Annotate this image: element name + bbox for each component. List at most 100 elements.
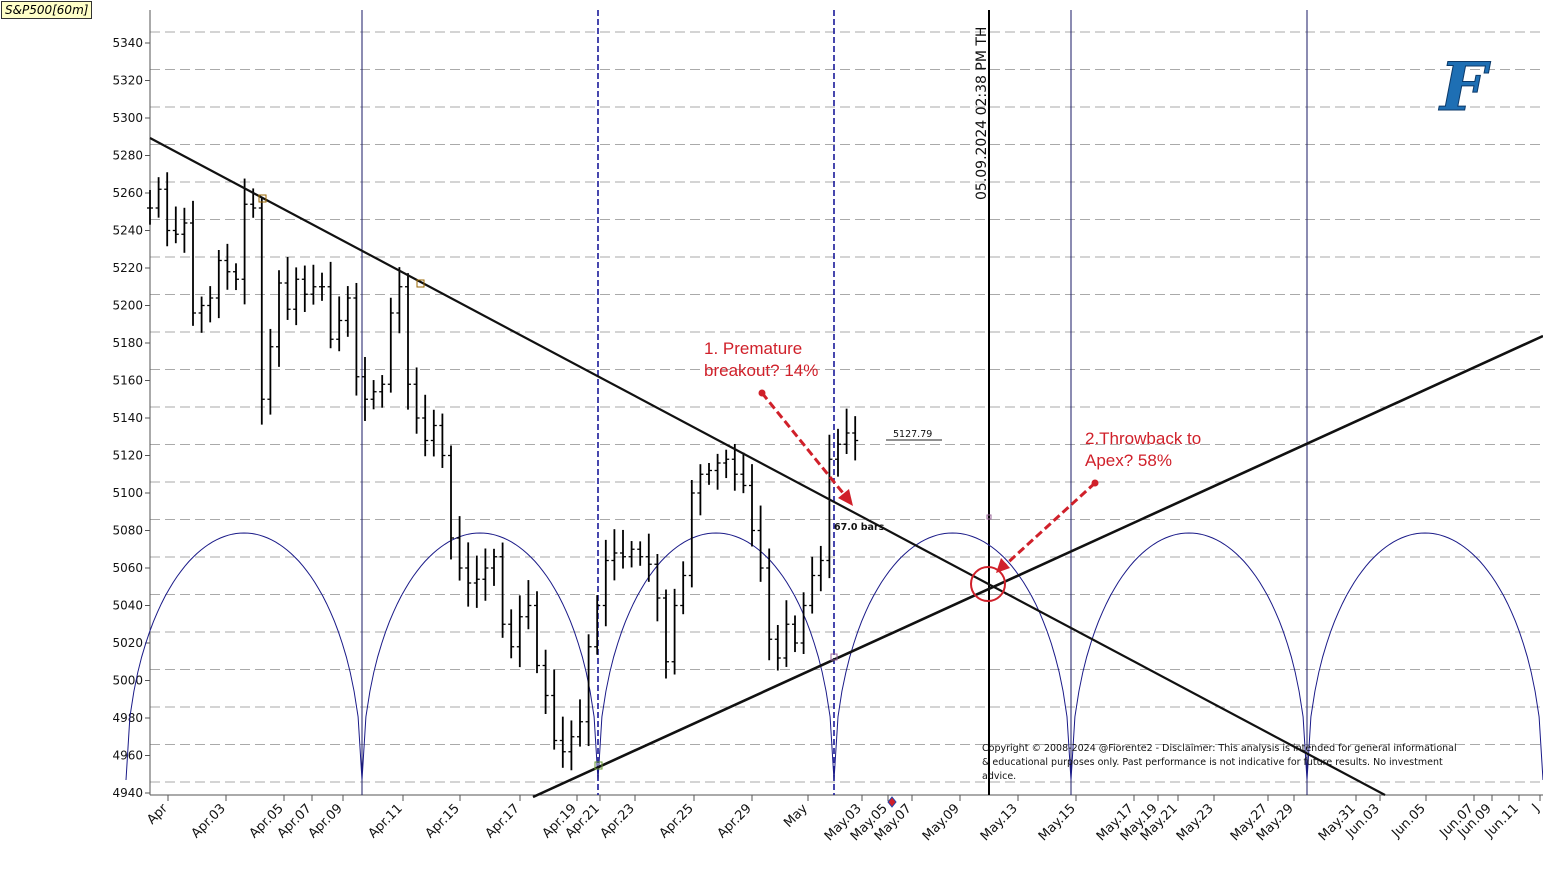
price-bar [783, 600, 790, 667]
price-bar [198, 296, 205, 333]
price-bar [731, 443, 738, 491]
timestamp-label: 05.09.2024 02:38 PM TH [974, 27, 990, 200]
cycle-arc [597, 532, 835, 781]
price-bar [706, 462, 712, 485]
price-bar [207, 286, 214, 323]
x-tick-label: Jun.05 [1389, 801, 1429, 841]
price-bar [233, 263, 239, 291]
y-tick-label: 5320 [112, 74, 143, 88]
price-bar [413, 367, 420, 434]
price-bar [276, 270, 282, 367]
x-tick-label: Apr.03 [189, 801, 229, 841]
x-tick-label: Apr.23 [598, 801, 638, 841]
price-bar [147, 189, 153, 225]
price-bar [224, 243, 231, 290]
price-bar [405, 273, 411, 410]
price-bar [448, 445, 454, 560]
price-bar [362, 357, 368, 421]
price-bar [551, 669, 558, 750]
cycle-arcs [125, 532, 1543, 781]
y-tick-label: 5100 [112, 486, 143, 500]
y-tick-label: 5340 [112, 36, 143, 50]
y-tick-label: 5240 [112, 224, 143, 238]
y-tick-label: 5260 [112, 186, 143, 200]
cycle-vertical-lines [361, 10, 1308, 795]
price-bar [774, 625, 781, 671]
price-bar [568, 720, 575, 771]
pivot-marker [986, 514, 992, 520]
price-bar [809, 556, 816, 614]
annotation-line: 2.Throwback to [1085, 429, 1201, 448]
price-bar [766, 548, 773, 661]
price-bar [835, 428, 841, 477]
pivot-marker [416, 279, 425, 288]
price-bar [852, 416, 859, 461]
price-bar [465, 542, 472, 607]
x-tick-label: May.13 [978, 801, 1021, 844]
price-bar [757, 505, 764, 582]
price-bar [516, 595, 523, 668]
price-bar [826, 434, 833, 579]
y-tick-label: 5080 [112, 524, 143, 538]
price-bar [370, 380, 377, 410]
cycle-arc [1070, 532, 1308, 781]
price-bar [723, 449, 730, 479]
ascending-trendline [532, 334, 1543, 799]
price-bar [258, 196, 265, 425]
y-tick-label: 5140 [112, 411, 143, 425]
price-bar [740, 452, 747, 494]
price-bar [379, 375, 386, 408]
price-bar [327, 261, 334, 349]
y-tick-label: 5160 [112, 374, 143, 388]
x-tick-label: Apr.09 [306, 801, 346, 841]
x-tick-label: May.23 [1174, 801, 1217, 844]
price-bar [628, 541, 635, 568]
x-tick-label: J [1529, 801, 1543, 815]
x-tick-label: Apr.15 [423, 801, 463, 841]
price-bar [688, 479, 695, 588]
price-bar [525, 580, 532, 630]
diamond-marker [887, 796, 897, 808]
price-bar [241, 178, 248, 305]
price-bar [749, 464, 755, 547]
y-tick-label: 4980 [112, 711, 143, 725]
price-bar [396, 267, 403, 334]
price-bar [387, 297, 394, 393]
price-bar [671, 588, 678, 675]
price-bar [508, 609, 515, 659]
bar-count-label: 67.0 bars [834, 522, 885, 533]
trendlines [149, 137, 1543, 799]
y-tick-label: 5300 [112, 111, 143, 125]
price-bar [181, 207, 188, 253]
price-bar [344, 286, 351, 337]
cycle-arc [125, 532, 363, 781]
price-bar [491, 548, 497, 586]
price-bar [585, 634, 592, 747]
x-tick-label: May.09 [920, 801, 963, 844]
price-bar [336, 296, 343, 352]
price-bar [654, 554, 661, 622]
price-bar [594, 595, 601, 655]
x-tick-label: Apr.25 [657, 801, 697, 841]
price-bar [155, 177, 162, 218]
y-tick-label: 5200 [112, 299, 143, 313]
annotation-premature-breakout: 1. Premature breakout? 14% [704, 339, 853, 506]
last-price-label: 5127.79 [893, 429, 932, 440]
price-bar [663, 589, 669, 679]
price-bar [697, 464, 704, 516]
annotation-throwback: 2.Throwback to Apex? 58% [996, 429, 1201, 573]
price-bar [637, 541, 644, 566]
price-bar [473, 555, 480, 608]
symbol-label: S&P500[60m] [1, 1, 93, 19]
y-tick-label: 5040 [112, 599, 143, 613]
price-bar [215, 250, 222, 319]
price-bar [534, 591, 540, 674]
arrow-line [1001, 481, 1097, 569]
y-axis-ticks: 4940496049805000502050405060508051005120… [112, 36, 150, 800]
price-bar [800, 592, 807, 654]
descending-trendline [149, 137, 1386, 796]
price-bar [611, 529, 618, 581]
price-bar [353, 282, 360, 396]
y-tick-label: 5120 [112, 449, 143, 463]
